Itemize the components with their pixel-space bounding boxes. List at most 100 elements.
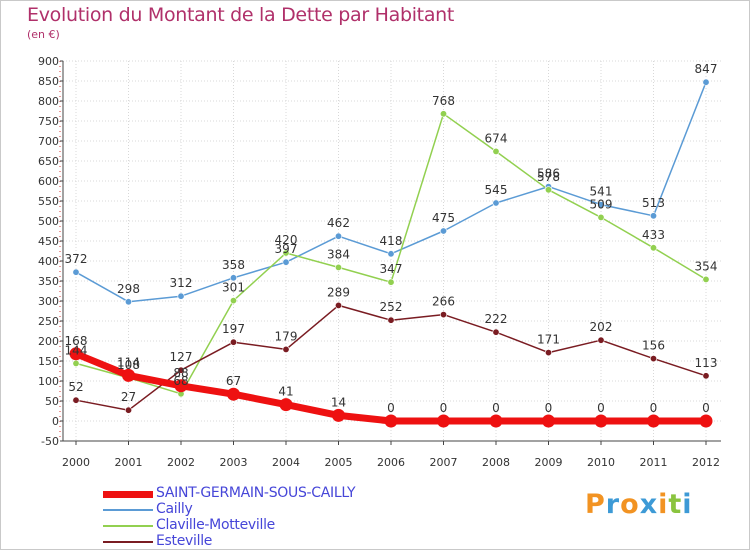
data-label-1: 586 [537,167,560,181]
series-point-0 [69,347,83,361]
series-point-1 [282,258,290,266]
series-point-0 [489,414,503,428]
series-point-1 [230,274,238,282]
x-tick-label: 2010 [587,456,615,469]
series-point-2 [334,263,342,271]
data-label-3: 202 [590,320,613,334]
data-label-3: 127 [170,350,193,364]
data-label-3: 266 [432,295,455,309]
data-label-1: 462 [327,216,350,230]
data-label-2: 144 [65,343,88,357]
series-point-1 [702,78,710,86]
x-tick-label: 2001 [115,456,143,469]
series-point-0 [227,387,240,401]
x-tick-label: 2007 [430,456,458,469]
y-tick-label: 450 [38,235,59,248]
y-tick-label: 600 [38,175,59,188]
legend-swatch [103,509,153,511]
series-point-3 [334,301,342,309]
data-label-2: 347 [380,262,403,276]
data-label-2: 108 [117,358,140,372]
series-point-1 [125,298,133,306]
series-point-3 [544,349,552,357]
series-point-3 [230,338,238,346]
data-label-0: 114 [117,355,140,369]
series-point-3 [72,396,80,404]
series-point-0 [437,414,450,428]
series-point-0 [542,414,555,428]
data-label-0: 0 [387,401,395,415]
data-label-0: 0 [702,401,710,415]
data-label-1: 475 [432,211,455,225]
y-tick-label: 800 [38,95,59,108]
data-label-2: 768 [432,94,455,108]
y-tick-label: 650 [38,155,59,168]
series-point-3 [125,406,133,414]
data-labels: 168 114 88 67 41 14 0 0 0 0 0 0 0 372 298 312 358 397 462 4… [65,62,718,415]
data-label-3: 197 [222,322,245,336]
series-point-3 [702,372,710,380]
data-label-1: 418 [380,234,403,248]
y-tick-label: 500 [38,215,59,228]
y-tick-label: 300 [38,295,59,308]
data-label-3: 27 [121,390,136,404]
logo-letter: i [658,489,669,520]
data-label-3: 179 [275,329,298,343]
data-label-0: 0 [440,401,448,415]
data-label-3: 113 [695,356,718,370]
series-point-2 [544,186,552,194]
series-point-0 [594,414,608,428]
data-label-3: 222 [485,312,508,326]
data-label-2: 420 [275,233,298,247]
chart-axes [59,61,721,442]
data-label-0: 0 [545,401,553,415]
data-label-2: 674 [485,131,508,145]
x-tick-label: 2000 [62,456,90,469]
series-point-2 [649,244,657,252]
x-tick-label: 2011 [640,456,668,469]
data-label-2: 384 [327,247,350,261]
series-point-3 [387,316,395,324]
data-label-2: 301 [222,281,245,295]
series-point-3 [649,355,657,363]
data-label-1: 847 [695,62,718,76]
logo-letter: t [668,489,683,520]
logo-letter: o [620,489,640,520]
data-label-1: 312 [170,276,193,290]
series-point-0 [699,414,713,428]
data-label-3: 171 [537,333,560,347]
series-point-1 [649,212,657,220]
legend-label: Cailly [156,501,193,517]
data-label-0: 0 [492,401,500,415]
x-tick-label: 2003 [220,456,248,469]
data-label-0: 41 [278,385,293,399]
series-point-3 [597,336,605,344]
x-tick-label: 2004 [272,456,300,469]
data-label-0: 0 [650,401,658,415]
data-label-1: 513 [642,196,665,210]
data-label-2: 578 [537,170,560,184]
x-tick-labels: 2000 2001 2002 2003 2004 2005 2006 2007 2008 2009… [62,441,720,469]
legend-label: Esteville [156,533,213,549]
series-point-0 [647,414,660,428]
series-point-0 [122,368,135,382]
x-tick-label: 2012 [692,456,720,469]
data-label-0: 168 [65,334,88,348]
series-point-2 [597,213,605,221]
data-label-1: 372 [65,252,88,266]
data-label-3: 156 [642,339,665,353]
data-label-3: 52 [68,380,83,394]
series-point-2 [282,249,290,257]
series-points [69,78,713,428]
data-label-2: 509 [590,197,613,211]
y-tick-labels: -50 0 50 100 150 200 250 300 350 400 450 500 550 600 6… [38,55,63,448]
data-label-1: 358 [222,258,245,272]
series-point-2 [72,359,80,367]
series-point-3 [282,345,290,353]
y-tick-label: 100 [38,375,59,388]
data-label-0: 14 [331,395,346,409]
logo-letter: x [639,489,659,520]
y-tick-label: 750 [38,115,59,128]
